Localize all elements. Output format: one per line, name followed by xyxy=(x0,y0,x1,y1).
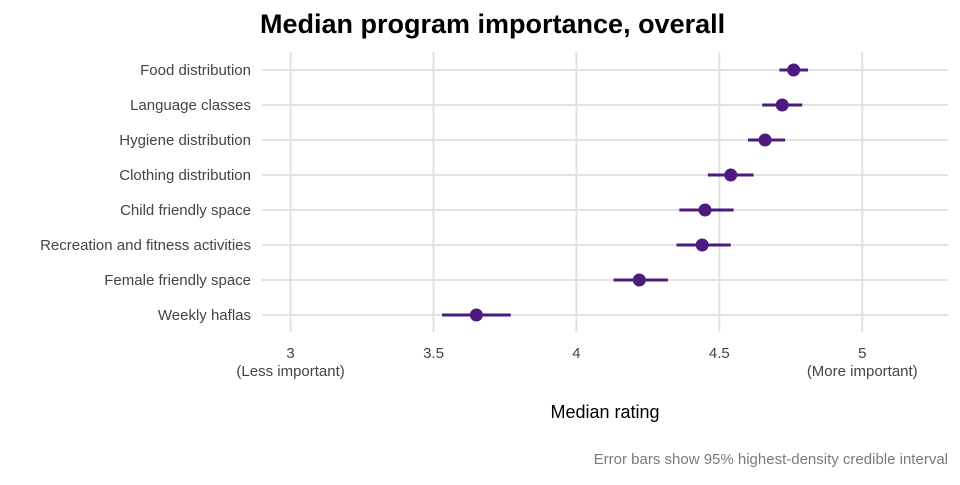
category-label: Food distribution xyxy=(140,62,251,79)
category-label: Child friendly space xyxy=(120,202,251,219)
category-label: Clothing distribution xyxy=(119,167,251,184)
category-label: Hygiene distribution xyxy=(119,132,251,149)
x-tick-label: 3 xyxy=(286,345,294,362)
chart-caption: Error bars show 95% highest-density cred… xyxy=(594,451,948,468)
x-axis-label: Median rating xyxy=(550,402,659,422)
x-tick-label: 3.5 xyxy=(423,345,444,362)
x-tick-label: 5 xyxy=(858,345,866,362)
data-marks xyxy=(442,63,808,322)
median-point xyxy=(724,168,738,182)
median-point xyxy=(632,273,646,287)
median-point xyxy=(695,238,709,252)
grid-layer xyxy=(262,52,948,332)
x-tick-sublabel: (Less important) xyxy=(236,363,344,380)
median-point xyxy=(787,63,801,77)
category-labels: Food distribution Language classes Hygiene… xyxy=(40,62,251,324)
chart-title: Median program importance, overall xyxy=(260,9,725,39)
category-label: Recreation and fitness activities xyxy=(40,237,251,254)
category-label: Weekly haflas xyxy=(158,307,251,324)
category-label: Language classes xyxy=(130,97,251,114)
median-point xyxy=(758,133,772,147)
median-point xyxy=(698,203,712,217)
category-label: Female friendly space xyxy=(104,272,251,289)
x-tick-labels: 3(Less important) 3.5 4 4.5 5(More important… xyxy=(236,345,917,380)
median-point xyxy=(775,98,789,112)
x-tick-sublabel: (More important) xyxy=(807,363,918,380)
x-tick-label: 4.5 xyxy=(709,345,730,362)
median-point xyxy=(469,308,483,322)
x-tick-label: 4 xyxy=(572,345,580,362)
